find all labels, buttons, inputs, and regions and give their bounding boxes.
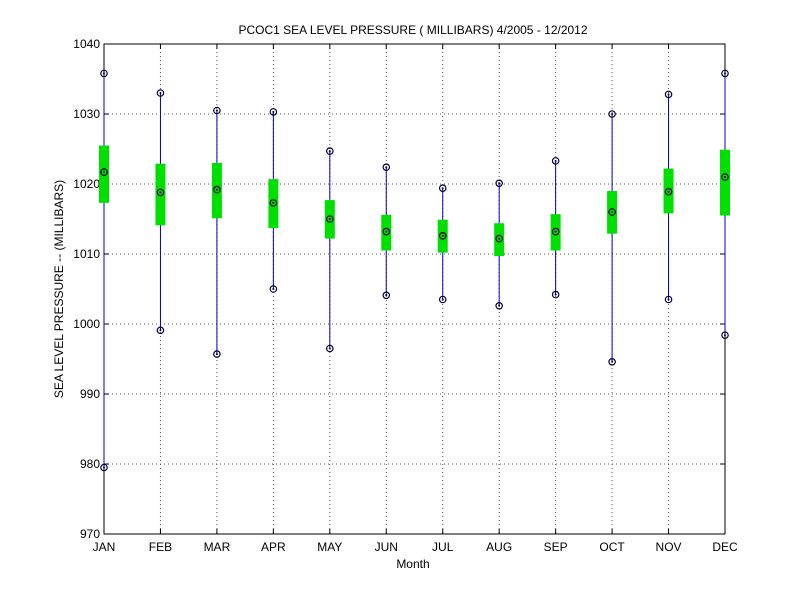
box-jul	[437, 184, 448, 304]
max-point	[100, 69, 108, 78]
min-point	[156, 326, 165, 335]
median-point	[213, 185, 221, 194]
box-oct	[607, 110, 618, 366]
iqr-box	[720, 149, 730, 216]
iqr-box	[494, 223, 505, 257]
box-apr	[268, 108, 279, 293]
min-point	[269, 285, 278, 293]
x-tick-label: JUN	[375, 540, 398, 554]
median-point	[608, 208, 616, 216]
x-tick-label: MAR	[204, 540, 231, 554]
median-point	[664, 187, 673, 196]
max-point	[721, 69, 729, 78]
iqr-box	[381, 214, 392, 251]
box-mar	[211, 106, 222, 358]
max-point	[608, 110, 616, 118]
median-point	[382, 227, 391, 236]
y-axis-ticks: 970 980 990 1000 1010 1020 1030 1040	[73, 37, 725, 541]
y-tick-label: 1000	[73, 317, 100, 331]
box-nov	[663, 90, 674, 304]
y-tick-label: 1030	[73, 107, 100, 121]
max-point	[664, 90, 673, 99]
min-point	[721, 331, 729, 340]
min-point	[100, 463, 108, 472]
median-point	[721, 173, 729, 181]
x-tick-label: DEC	[712, 540, 738, 554]
max-point	[213, 106, 221, 115]
median-point	[495, 234, 503, 243]
max-point	[495, 179, 503, 188]
min-point	[608, 357, 616, 366]
x-tick-label: APR	[261, 540, 286, 554]
x-tick-label: OCT	[599, 540, 625, 554]
median-point	[438, 232, 447, 240]
y-tick-label: 1040	[73, 37, 100, 51]
y-tick-label: 1010	[73, 247, 100, 261]
y-tick-label: 970	[80, 527, 100, 541]
x-tick-label: SEP	[544, 540, 568, 554]
x-tick-label: FEB	[149, 540, 172, 554]
axes-frame	[103, 43, 726, 535]
x-axis-ticks: JAN FEB MAR APR MAY JUN JUL AUG SEP OCT NOV DEC	[93, 44, 738, 554]
median-point	[269, 199, 278, 207]
x-tick-label: JUL	[432, 540, 454, 554]
x-axis-label: Month	[396, 557, 429, 571]
median-point	[100, 168, 108, 176]
max-point	[156, 89, 165, 97]
box-sep	[550, 157, 561, 299]
min-point	[495, 301, 503, 310]
iqr-box	[99, 145, 109, 203]
box-dec	[720, 69, 730, 340]
box-feb	[155, 89, 166, 335]
box-aug	[494, 179, 505, 310]
max-point	[382, 163, 391, 172]
x-tick-label: JAN	[93, 540, 116, 554]
y-tick-label: 980	[80, 457, 100, 471]
box-may	[324, 147, 335, 353]
y-tick-label: 1020	[73, 177, 100, 191]
max-point	[326, 147, 334, 155]
median-point	[551, 227, 560, 236]
chart-title: PCOC1 SEA LEVEL PRESSURE ( MILLIBARS) 4/…	[238, 23, 587, 37]
min-point	[382, 291, 391, 300]
min-point	[664, 295, 673, 304]
box-jan	[99, 69, 109, 472]
max-point	[269, 108, 278, 116]
box-series	[99, 69, 730, 472]
min-point	[326, 344, 334, 353]
box-jun	[381, 163, 392, 300]
x-tick-label: MAY	[317, 540, 342, 554]
x-tick-label: NOV	[656, 540, 682, 554]
min-point	[213, 350, 221, 358]
median-point	[156, 188, 165, 197]
min-point	[551, 290, 560, 299]
max-point	[551, 157, 560, 165]
min-point	[438, 295, 447, 304]
iqr-box	[211, 163, 222, 219]
max-point	[438, 184, 447, 193]
grid-lines	[104, 44, 725, 534]
x-tick-label: AUG	[486, 540, 512, 554]
y-axis-label: SEA LEVEL PRESSURE -- (MILLIBARS)	[52, 180, 66, 398]
median-point	[326, 215, 334, 223]
iqr-box	[155, 163, 166, 226]
y-tick-label: 990	[80, 387, 100, 401]
